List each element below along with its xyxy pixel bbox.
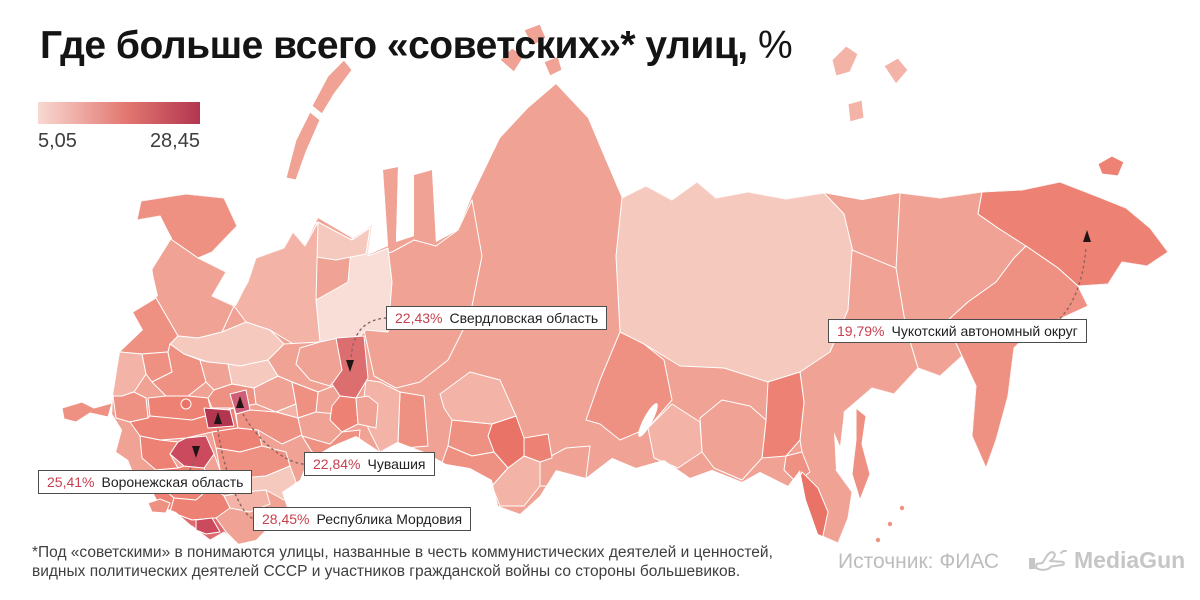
legend-min-label: 5,05 (38, 130, 77, 152)
title-text: Где больше всего «советских»* улиц, (40, 24, 748, 67)
callout-sverdlovsk-oblast: 22,43% Свердловская область (386, 306, 608, 330)
callout-value: 28,45% (262, 511, 310, 527)
island-severnaya-zemlya-2 (523, 23, 547, 47)
island-crimea (147, 498, 171, 514)
pointer-arrow-mordovia (214, 412, 222, 424)
region-kurgan (355, 395, 379, 429)
mainland-regions (112, 84, 1168, 544)
pointer-arrow-sverdlovsk (346, 360, 354, 372)
island-severnaya-zemlya-3 (543, 55, 563, 77)
island-sakhalin (851, 407, 871, 501)
region-caucasus-dark (195, 517, 221, 535)
callout-region-name: Чукотский автономный округ (891, 323, 1078, 339)
region-voronezh-oblast (169, 435, 215, 469)
page-title: Где больше всего «советских»* улиц, % (40, 24, 793, 68)
title-suffix: % (757, 24, 793, 67)
brand-name: MediaGun (1074, 546, 1186, 573)
pointer-arrow-chukotka (1083, 230, 1091, 242)
source-label: Источник: ФИАС (838, 550, 1000, 573)
region-west-siberia (363, 199, 483, 389)
callout-voronezh-oblast: 25,41% Воронежская область (38, 470, 253, 494)
leader-line-voronezh (189, 455, 197, 471)
region-altai-rep (491, 455, 541, 507)
callout-chukotka: 19,79% Чукотский автономный округ (828, 319, 1087, 343)
island-wrangel (1097, 155, 1125, 177)
callout-region-name: Воронежская область (101, 474, 244, 490)
region-zabaikal (699, 399, 767, 481)
island-kuril-3 (875, 537, 881, 543)
islands (61, 23, 1125, 543)
leader-line-sverdlovsk (350, 317, 387, 361)
footnote-line-2: видных политических деятелей СССР и учас… (32, 563, 741, 580)
region-moscow-city (180, 398, 192, 410)
legend-labels: 5,05 28,45 (38, 130, 200, 153)
callout-value: 25,41% (47, 474, 95, 490)
region-murmansk (136, 193, 238, 259)
region-kursk-belgorod (139, 435, 179, 471)
callout-value: 22,43% (395, 310, 443, 326)
region-pointer-arrows (192, 230, 1091, 458)
region-smolensk (112, 391, 149, 423)
callout-value: 19,79% (837, 323, 885, 339)
hand-gun-icon (1029, 549, 1067, 571)
legend-gradient-bar (38, 102, 200, 124)
island-kuril-1 (899, 505, 905, 511)
island-novaya-zemlya-south (285, 111, 321, 181)
pointer-arrow-chuvashia (236, 396, 244, 408)
island-severnaya-zemlya-1 (499, 47, 525, 73)
island-new-siberian-3 (847, 99, 865, 123)
region-buryatia (647, 403, 703, 469)
legend-max-label: 28,45 (149, 130, 200, 152)
callout-region-name: Чувашия (367, 456, 426, 472)
island-novaya-zemlya-north (311, 59, 353, 115)
island-kuril-2 (887, 521, 893, 527)
region-tomsk (439, 371, 517, 425)
mediagun-logo: MediaGun (1028, 545, 1185, 575)
footnote-line-1: *Под «советскими» в понимаются улицы, на… (32, 544, 773, 561)
island-kaliningrad (61, 401, 113, 423)
region-yakutia (615, 181, 855, 383)
callout-chuvashia: 22,84% Чувашия (304, 452, 435, 476)
lake-baikal (638, 403, 658, 437)
callout-value: 22,84% (313, 456, 361, 472)
callout-region-name: Свердловская область (449, 310, 599, 326)
island-new-siberian-1 (831, 45, 859, 77)
footnote: *Под «советскими» в понимаются улицы, на… (32, 543, 822, 581)
leader-line-chukotka (1035, 247, 1087, 332)
callout-mordovia: 28,45% Республика Мордовия (253, 507, 472, 531)
region-omsk (397, 391, 429, 449)
leader-line-chuvashia (241, 411, 304, 465)
color-legend: 5,05 28,45 (38, 102, 200, 153)
callout-region-name: Республика Мордовия (316, 511, 463, 527)
pointer-arrow-voronezh (192, 446, 200, 458)
island-new-siberian-2 (883, 57, 909, 85)
